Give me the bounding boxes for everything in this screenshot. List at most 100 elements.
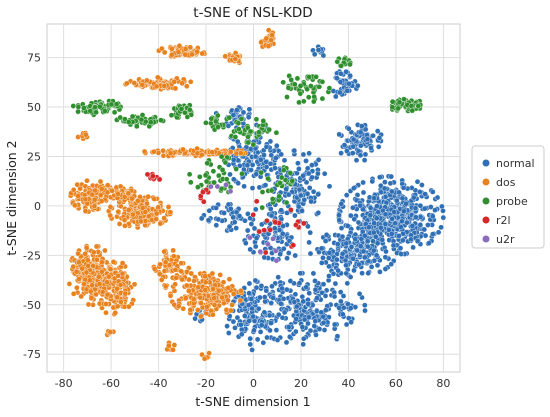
data-point [255,305,262,312]
data-point [303,284,310,291]
data-point [361,232,368,239]
data-point [268,300,275,306]
data-point [336,131,343,138]
data-point [397,245,404,251]
data-point [356,290,363,297]
data-point [261,227,268,233]
data-point [287,278,294,284]
data-point [161,248,167,255]
data-point [76,259,82,266]
data-point [294,75,301,82]
data-point [158,277,165,283]
data-point [400,208,407,215]
data-point [263,143,270,150]
data-point [151,148,157,155]
data-point [399,218,405,225]
data-point [165,204,172,210]
data-point [75,250,81,257]
data-point [115,208,122,215]
data-point [362,126,369,133]
data-point [252,206,259,213]
data-point [256,228,262,235]
data-point [382,211,389,218]
data-point [109,187,115,194]
data-point [277,251,284,257]
data-point [370,238,376,244]
data-point [131,281,138,288]
data-point [180,305,186,312]
data-point [342,257,349,264]
legend-marker-probe [482,197,490,205]
data-point [360,189,367,196]
data-point [234,314,241,321]
data-point [131,80,138,86]
data-point [417,221,424,228]
data-point [404,219,410,226]
data-point [215,124,221,130]
data-point [187,44,194,51]
legend-label-u2r: u2r [496,233,515,246]
data-point [288,77,295,83]
data-point [343,262,349,269]
data-point [291,299,298,305]
data-point [225,330,232,336]
data-point [393,197,400,204]
data-point [265,175,271,182]
data-point [75,193,81,199]
data-point [90,263,96,269]
data-point [391,209,397,215]
data-point [226,223,233,230]
data-point [254,336,261,343]
data-point [417,202,424,209]
data-point [351,267,357,274]
data-point [144,171,151,178]
data-point [277,180,283,186]
x-tick-label: 60 [389,377,403,390]
data-point [291,81,298,88]
data-point [332,280,339,287]
data-point [291,147,298,154]
data-point [104,182,111,188]
data-point [247,246,253,253]
data-point [284,210,290,216]
data-point [265,43,272,49]
data-point [326,263,332,270]
data-point [117,282,124,288]
data-point [141,148,148,155]
data-point [153,210,160,217]
data-point [379,237,386,243]
legend-marker-dos [482,178,490,186]
data-point [122,116,128,122]
data-point [377,182,384,189]
data-point [312,286,319,293]
data-point [208,115,215,122]
data-point [367,212,374,218]
data-point [170,247,176,254]
data-point [200,198,207,205]
data-point [117,183,124,190]
data-point [194,150,201,157]
data-point [245,302,252,308]
data-point [230,214,236,221]
data-point [213,205,219,211]
data-point [359,270,365,277]
data-point [338,63,345,69]
data-point [267,327,273,334]
data-point [362,151,369,158]
data-point [299,293,306,300]
data-point [374,262,381,269]
data-point [210,168,217,174]
data-point [388,173,395,180]
y-tick-label: -75 [23,348,41,361]
data-point [293,316,299,322]
data-point [408,236,414,243]
data-point [261,294,268,300]
data-point [271,225,278,232]
data-point [94,256,100,263]
data-point [234,138,241,145]
data-point [249,305,255,312]
data-point [250,313,256,320]
data-point [266,126,273,133]
data-point [285,250,292,256]
data-point [119,270,126,277]
